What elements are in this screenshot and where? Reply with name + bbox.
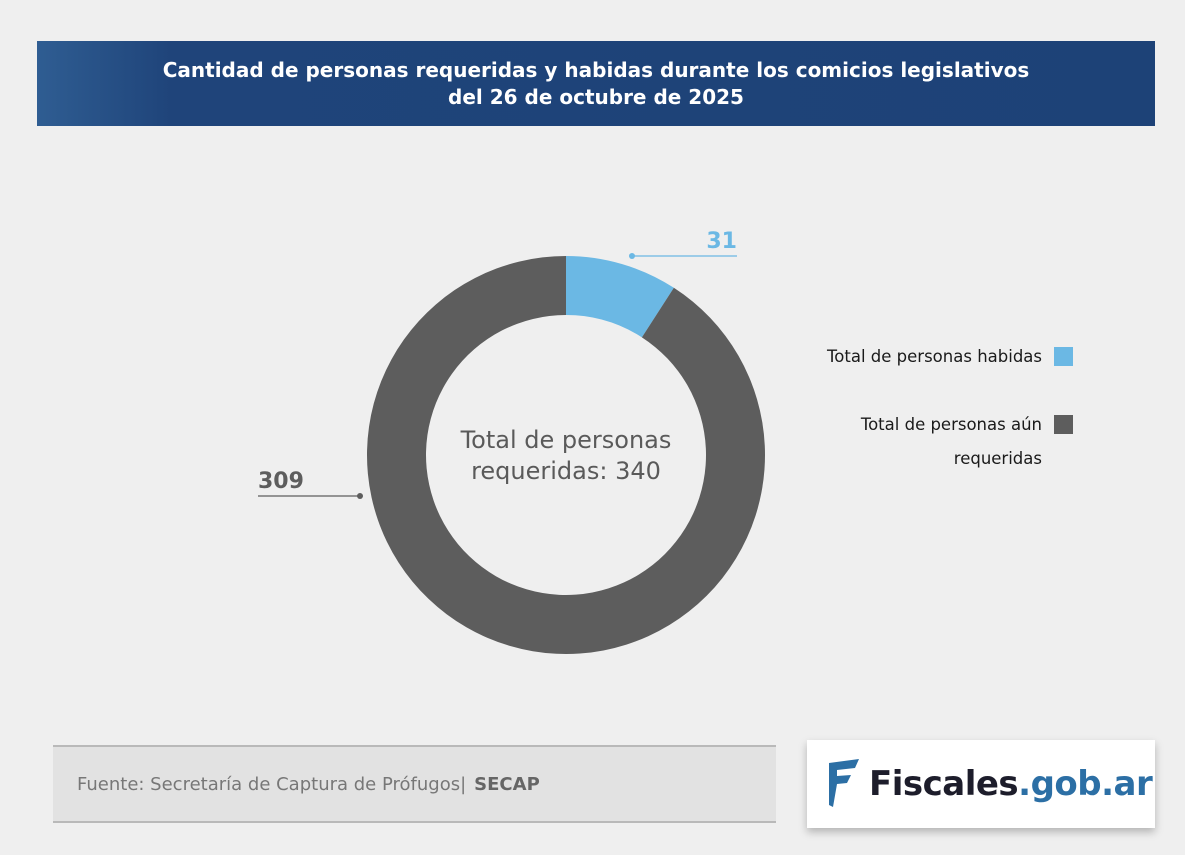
leader-dot (629, 253, 635, 259)
donut-slice (566, 256, 674, 338)
banner: Cantidad de personas requeridas y habida… (37, 41, 1155, 126)
legend-item: Total de personas habidas (813, 340, 1073, 374)
legend-swatch (1054, 347, 1073, 366)
data-label: 31 (706, 229, 737, 254)
legend-item: Total de personas aún requeridas (813, 408, 1073, 476)
chart: 31 309 (258, 229, 765, 654)
leader-dot (357, 493, 363, 499)
center-label: Total de personas requeridas: 340 (460, 426, 672, 485)
chart-title: Cantidad de personas requeridas y habida… (162, 57, 1030, 109)
logo-icon (829, 759, 859, 807)
logo-name: Fiscales (869, 764, 1019, 804)
legend-label: Total de personas habidas (827, 347, 1042, 366)
logo-domain: .gob.ar (1018, 764, 1153, 804)
data-label: 309 (258, 469, 304, 494)
source: Fuente: Secretaría de Captura de Prófugo… (53, 745, 776, 823)
legend-label: Total de personas aún requeridas (860, 415, 1042, 468)
source-text: Fuente: Secretaría de Captura de Prófugo… (77, 773, 467, 795)
donut-slice (366, 256, 765, 654)
legend-swatch (1054, 415, 1073, 434)
logo: Fiscales .gob.ar (807, 740, 1155, 828)
source-org: SECAP (474, 773, 540, 795)
